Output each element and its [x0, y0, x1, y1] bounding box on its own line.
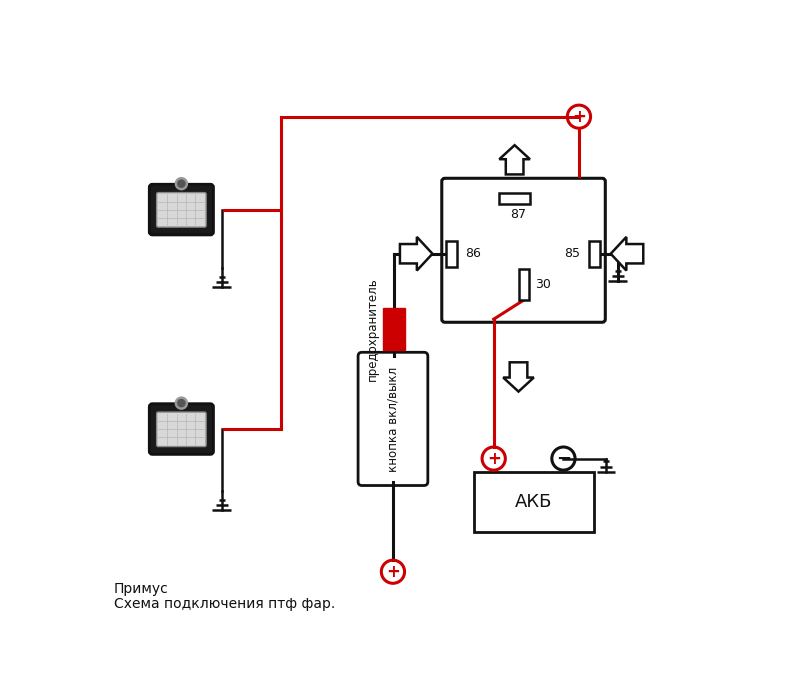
Text: кнопка вкл/выкл: кнопка вкл/выкл	[386, 366, 399, 471]
Bar	[518, 269, 530, 300]
Bar	[383, 308, 405, 350]
Bar	[589, 241, 600, 267]
FancyBboxPatch shape	[157, 412, 206, 446]
Text: Примус: Примус	[114, 582, 169, 595]
Polygon shape	[400, 237, 433, 270]
Text: 87: 87	[510, 208, 526, 221]
Bar	[499, 193, 530, 204]
Text: АКБ: АКБ	[515, 493, 553, 511]
Text: −: −	[556, 450, 571, 468]
FancyBboxPatch shape	[150, 404, 214, 455]
Text: 30: 30	[535, 278, 551, 291]
Bar	[474, 472, 594, 532]
Circle shape	[178, 400, 185, 406]
Circle shape	[175, 397, 187, 409]
FancyBboxPatch shape	[150, 184, 214, 235]
Circle shape	[178, 180, 185, 187]
Text: +: +	[486, 450, 501, 468]
Text: +: +	[572, 108, 586, 126]
Polygon shape	[610, 237, 643, 270]
Circle shape	[175, 177, 187, 190]
FancyBboxPatch shape	[442, 178, 606, 322]
Polygon shape	[499, 145, 530, 175]
FancyBboxPatch shape	[358, 353, 428, 486]
Text: +: +	[386, 563, 400, 581]
Text: 86: 86	[465, 247, 481, 260]
Text: предохранитель: предохранитель	[366, 277, 379, 381]
FancyBboxPatch shape	[157, 193, 206, 227]
Polygon shape	[503, 362, 534, 391]
Bar	[446, 241, 457, 267]
Text: Схема подключения птф фар.: Схема подключения птф фар.	[114, 597, 335, 611]
Text: 85: 85	[565, 247, 581, 260]
